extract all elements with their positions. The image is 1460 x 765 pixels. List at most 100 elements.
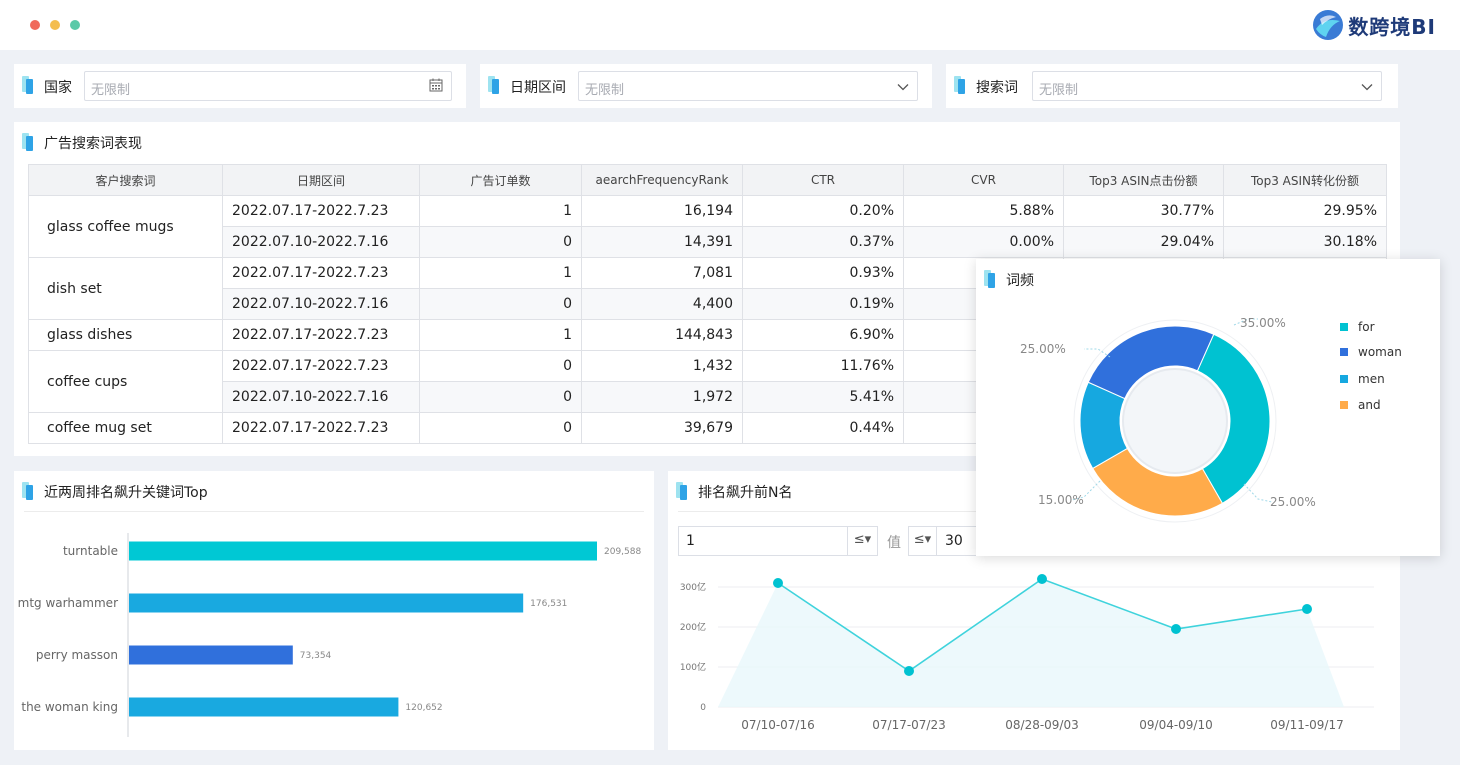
slice-label: 25.00%	[1020, 342, 1066, 356]
window-close-dot[interactable]	[30, 20, 40, 30]
donut-slice-woman	[1087, 325, 1215, 400]
rank-surge-line-chart: 0 100亿 200亿 300亿 07/10-07/16 07/17-07/23 08/28…	[680, 574, 1374, 732]
bar	[129, 697, 399, 717]
legend-item-woman[interactable]: woman	[1340, 345, 1402, 359]
column-header[interactable]: Top3 ASIN点击份额	[1063, 164, 1224, 196]
column-header[interactable]: CTR	[742, 164, 904, 196]
filter-label: 国家	[44, 80, 72, 96]
conversion-share-cell: 29.95%	[1223, 195, 1387, 227]
column-header[interactable]: 客户搜索词	[28, 164, 223, 196]
y-tick-label: 100亿	[680, 661, 706, 673]
ctr-cell: 6.90%	[742, 319, 904, 351]
window-maximize-dot[interactable]	[70, 20, 80, 30]
bar	[129, 593, 524, 613]
country-input[interactable]: 无限制	[84, 71, 452, 101]
filter-country: 国家 无限制	[14, 64, 466, 108]
legend-item-men[interactable]: men	[1340, 372, 1385, 386]
value-label: 值	[887, 535, 901, 551]
table-row: glass coffee mugs 2022.07.17-2022.7.23 1…	[28, 195, 1387, 258]
bar-category-label: turntable	[63, 544, 118, 558]
donut-slice-and	[1091, 447, 1224, 517]
keyword-cell: glass dishes	[28, 319, 223, 351]
chevron-down-icon[interactable]	[1361, 81, 1373, 93]
date-range-select[interactable]: 无限制	[578, 71, 918, 101]
donut-slice-for	[1196, 333, 1271, 505]
date-cell: 2022.07.17-2022.7.23	[222, 319, 420, 351]
slice-label: 35.00%	[1240, 316, 1286, 330]
window-minimize-dot[interactable]	[50, 20, 60, 30]
rank-cell: 39,679	[581, 412, 743, 444]
bar-value-label: 176,531	[530, 599, 567, 609]
x-tick-label: 09/11-09/17	[1270, 718, 1344, 732]
legend-item-for[interactable]: for	[1340, 320, 1375, 334]
section-marker-icon	[488, 76, 500, 94]
orders-cell: 1	[419, 195, 582, 227]
bar-value-label: 209,588	[604, 547, 641, 557]
column-header[interactable]: CVR	[903, 164, 1064, 196]
rank-cell: 144,843	[581, 319, 743, 351]
section-marker-icon	[22, 482, 34, 500]
filter-search-term: 搜索词 无限制	[946, 64, 1398, 108]
date-cell: 2022.07.10-2022.7.16	[222, 381, 420, 413]
section-marker-icon	[22, 133, 34, 151]
bar-value-label: 73,354	[300, 651, 332, 661]
word-frequency-donut	[1071, 318, 1277, 523]
column-header[interactable]: 广告订单数	[419, 164, 582, 196]
date-cell: 2022.07.17-2022.7.23	[222, 257, 420, 289]
top-bar: 数跨境BI	[0, 0, 1460, 50]
rank-cell: 1,972	[581, 381, 743, 413]
line-area	[718, 579, 1344, 707]
rank-surge-bar-chart: turntable 209,588 mtg warhammer 176,531 perr…	[18, 533, 641, 737]
table-row: 2022.07.10-2022.7.16 0 14,391 0.37% 0.00…	[29, 226, 1387, 258]
column-header[interactable]: 日期区间	[222, 164, 420, 196]
ctr-cell: 5.41%	[742, 381, 904, 413]
orders-cell: 0	[419, 412, 582, 444]
bar-category-label: perry masson	[36, 648, 118, 662]
column-header[interactable]: Top3 ASIN转化份额	[1223, 164, 1387, 196]
keyword-cell: glass coffee mugs	[28, 195, 223, 258]
search-term-select[interactable]: 无限制	[1032, 71, 1382, 101]
legend-item-and[interactable]: and	[1340, 398, 1381, 412]
conversion-share-cell: 30.18%	[1223, 226, 1387, 258]
rank-cell: 4,400	[581, 288, 743, 320]
date-cell: 2022.07.17-2022.7.23	[222, 412, 420, 444]
ctr-cell: 11.76%	[742, 350, 904, 382]
line-point	[773, 578, 783, 588]
operator-select[interactable]: ≤▾	[909, 527, 937, 555]
brand-mark-icon	[1313, 10, 1344, 40]
orders-cell: 1	[419, 319, 582, 351]
line-point	[1037, 574, 1047, 584]
bar-value-label: 120,652	[405, 703, 442, 713]
divider	[24, 511, 644, 512]
ctr-cell: 0.93%	[742, 257, 904, 289]
second-value: 30	[945, 533, 963, 549]
top-n-value: 1	[686, 533, 695, 549]
y-tick-label: 0	[700, 703, 706, 713]
bar-category-label: the woman king	[21, 700, 118, 714]
brand-name: 数跨境BI	[1348, 14, 1436, 39]
operator-select[interactable]: ≤▾	[847, 527, 877, 555]
placeholder: 无限制	[585, 83, 625, 98]
top-n-input[interactable]: 1 ≤▾	[678, 526, 878, 556]
calendar-icon[interactable]	[429, 78, 443, 92]
chevron-down-icon[interactable]	[897, 81, 909, 93]
orders-cell: 0	[419, 226, 582, 258]
bar-category-label: mtg warhammer	[18, 596, 118, 610]
line-point	[1171, 624, 1181, 634]
date-cell: 2022.07.17-2022.7.23	[222, 195, 420, 227]
section-marker-icon	[984, 270, 996, 288]
line-point	[904, 666, 914, 676]
section-marker-icon	[22, 76, 34, 94]
placeholder: 无限制	[1039, 83, 1079, 98]
panel-title: 广告搜索词表现	[44, 136, 142, 152]
filter-date-range: 日期区间 无限制	[480, 64, 932, 108]
popup-title: 词频	[1006, 273, 1034, 289]
keyword-cell: dish set	[28, 257, 223, 320]
orders-cell: 0	[419, 288, 582, 320]
column-header[interactable]: aearchFrequencyRank	[581, 164, 743, 196]
x-tick-label: 07/17-07/23	[872, 718, 946, 732]
placeholder: 无限制	[91, 83, 131, 98]
keyword-cell: coffee mug set	[28, 412, 223, 444]
value-input[interactable]: ≤▾ 30	[908, 526, 978, 556]
ctr-cell: 0.44%	[742, 412, 904, 444]
